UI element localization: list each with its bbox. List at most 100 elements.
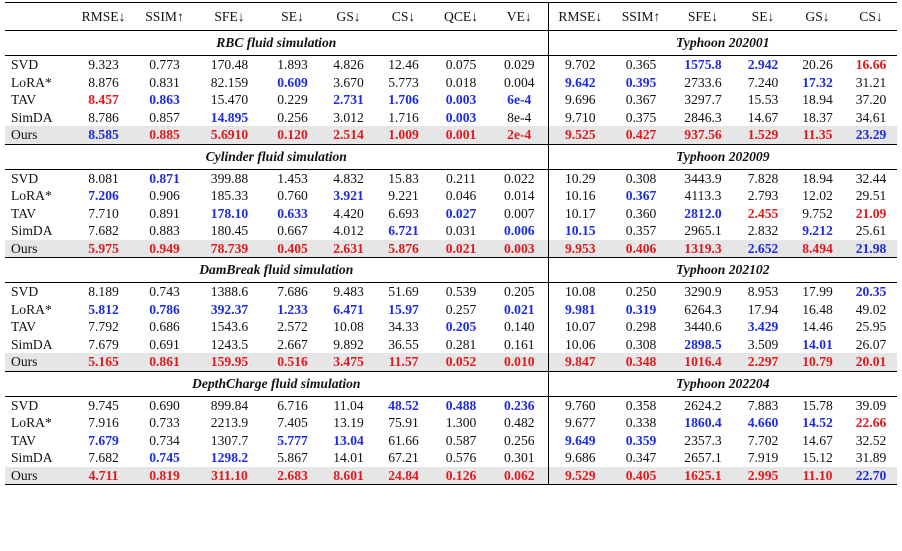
metric-value-cell: 9.760 <box>547 395 612 414</box>
metric-value-cell: 13.04 <box>333 432 364 448</box>
header-method-cell <box>5 3 73 31</box>
section-title-row: DepthCharge fluid simulation Typhoon 2022… <box>5 370 897 396</box>
metric-value-cell: 2812.0 <box>684 205 722 221</box>
metric-value-cell: 8.786 <box>88 109 119 125</box>
metric-value-cell: 9.212 <box>802 223 833 238</box>
metric-value-cell: 6e-4 <box>507 92 532 107</box>
metric-value-cell: 3297.7 <box>684 92 722 107</box>
metric-value-cell: 9.649 <box>547 431 612 449</box>
metric-value-cell: 3.429 <box>747 319 779 334</box>
metric-value-cell: 5.867 <box>277 450 308 465</box>
metric-value-cell: 10.07 <box>547 318 612 336</box>
metric-value-cell: 9.710 <box>547 108 612 126</box>
metric-value-cell: 1625.1 <box>670 466 736 485</box>
header-metric-cell: SE↓ <box>281 9 304 24</box>
metric-value-cell: 15.97 <box>388 301 419 317</box>
metric-value-cell: 1.009 <box>376 126 431 144</box>
metric-value-cell: 49.02 <box>855 301 887 317</box>
metric-value-cell: 8.585 <box>73 126 134 144</box>
metric-value-cell: 2657.1 <box>684 450 722 465</box>
metric-value-cell: 1543.6 <box>210 319 249 334</box>
metric-value-cell: 13.19 <box>333 415 364 430</box>
metric-value-cell: 15.12 <box>802 450 833 465</box>
metric-value-cell: 39.09 <box>845 395 897 414</box>
metric-value-cell: 5.777 <box>277 432 308 448</box>
metric-value-cell: 1860.4 <box>684 415 722 430</box>
metric-value-cell: 0.022 <box>491 168 548 187</box>
metric-value-cell: 7.679 <box>88 432 119 448</box>
metric-value-cell: 4.012 <box>333 223 364 238</box>
metric-value-cell: 67.21 <box>388 450 419 465</box>
metric-value-cell: 0.773 <box>134 55 195 74</box>
results-table-container: RMSE↓ SSIM↑ SFE↓ SE↓ GS↓ CS↓ QCE↓ VE↓ RMSE↓ SSIM↑… <box>5 2 897 485</box>
metric-value-cell: 0.883 <box>149 223 180 238</box>
metric-value-cell: 0.250 <box>612 282 670 301</box>
metric-value-cell: 6.716 <box>264 395 321 414</box>
metric-value-cell: 22.66 <box>855 415 887 430</box>
metric-value-cell: 0.576 <box>445 450 477 465</box>
metric-value-cell: 0.308 <box>625 336 657 352</box>
metric-value-cell: 61.66 <box>388 432 419 448</box>
metric-value-cell: 4113.3 <box>684 188 722 203</box>
metric-value-cell: 0.257 <box>445 301 477 317</box>
metric-value-cell: 0.786 <box>149 301 180 317</box>
metric-value-cell: 48.52 <box>376 395 431 414</box>
metric-value-cell: 0.046 <box>445 188 477 203</box>
metric-value-cell: 37.20 <box>855 92 887 107</box>
metric-value-cell: 0.831 <box>149 74 180 90</box>
metric-value-cell: 1.529 <box>736 126 790 144</box>
metric-value-cell: 0.075 <box>431 55 491 74</box>
metric-value-cell: 7.682 <box>88 450 119 465</box>
metric-value-cell: 6264.3 <box>684 301 722 317</box>
metric-value-cell: 22.70 <box>845 466 897 485</box>
metric-value-cell: 0.014 <box>503 188 535 203</box>
metric-value-cell: 9.677 <box>547 414 612 432</box>
metric-value-cell: 10.79 <box>790 353 845 371</box>
metric-value-cell: 4.420 <box>333 205 364 221</box>
metric-value-cell: 9.696 <box>547 91 612 109</box>
table-row: SimDA 7.682 0.745 1298.2 5.867 14.01 67.21 0.57… <box>5 449 897 467</box>
metric-value-cell: 0.365 <box>612 55 670 74</box>
metric-value-cell: 10.15 <box>547 222 612 240</box>
metric-value-cell: 11.10 <box>790 466 845 485</box>
metric-value-cell: 0.319 <box>625 301 657 317</box>
metric-value-cell: 20.35 <box>845 282 897 301</box>
metric-value-cell: 4.711 <box>73 466 134 485</box>
metric-value-cell: 23.29 <box>845 126 897 144</box>
metric-value-cell: 10.08 <box>547 282 612 301</box>
metric-value-cell: 7.702 <box>747 432 779 448</box>
metric-value-cell: 1.893 <box>264 55 321 74</box>
table-row: LoRA* 7.916 0.733 2213.9 7.405 13.19 75.91 1.30… <box>5 414 897 432</box>
metric-value-cell: 0.205 <box>445 319 477 334</box>
metric-value-cell: 8e-4 <box>507 109 532 125</box>
metric-value-cell: 5.165 <box>73 353 134 371</box>
metric-value-cell: 10.06 <box>547 335 612 353</box>
metric-value-cell: 14.01 <box>802 336 833 352</box>
section-title-left: DepthCharge fluid simulation <box>5 370 548 396</box>
metric-value-cell: 9.702 <box>547 55 612 74</box>
metric-value-cell: 2.793 <box>747 188 779 203</box>
metric-value-cell: 159.95 <box>195 353 264 371</box>
metric-value-cell: 3.921 <box>333 188 364 203</box>
method-name-cell: SimDA <box>11 223 53 238</box>
table-row: Ours 4.711 0.819 311.10 2.683 8.601 24.84 0.126… <box>5 466 897 485</box>
header-metric-cell: SSIM↑ <box>145 9 184 24</box>
metric-value-cell: 6.693 <box>388 205 419 221</box>
table-row: Ours 5.975 0.949 78.739 0.405 2.631 5.876 0.021… <box>5 239 897 258</box>
metric-value-cell: 0.347 <box>625 450 657 465</box>
metric-value-cell: 2.683 <box>264 466 321 485</box>
metric-value-cell: 0.690 <box>134 395 195 414</box>
metric-value-cell: 185.33 <box>210 188 249 203</box>
metric-value-cell: 8.876 <box>88 74 119 90</box>
metric-value-cell: 6.471 <box>333 301 364 317</box>
metric-value-cell: 0.256 <box>277 109 308 125</box>
metric-value-cell: 0.348 <box>612 353 670 371</box>
metric-value-cell: 0.539 <box>431 282 491 301</box>
metric-value-cell: 8.189 <box>73 282 134 301</box>
metric-value-cell: 2.942 <box>736 55 790 74</box>
metric-value-cell: 78.739 <box>195 239 264 258</box>
section-title-left: DamBreak fluid simulation <box>5 257 548 283</box>
metric-value-cell: 3443.9 <box>670 168 736 187</box>
method-name-cell: Ours <box>5 126 73 144</box>
table-row: TAV 8.457 0.863 15.470 0.229 2.731 1.706 0.003 6… <box>5 91 897 109</box>
